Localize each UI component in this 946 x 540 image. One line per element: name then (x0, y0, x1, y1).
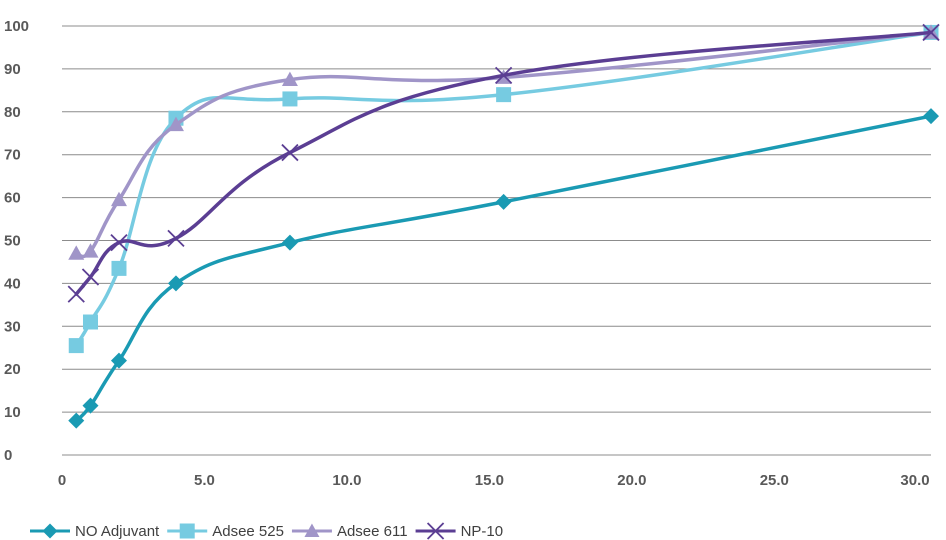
data-point (281, 71, 298, 87)
series-line (74, 114, 933, 423)
legend: NO Adjuvant Adsee 525 Adsee 611 NP-10 (30, 522, 504, 540)
data-point (923, 108, 939, 125)
data-point (68, 338, 84, 354)
legend-item: NO Adjuvant (30, 523, 160, 540)
series-no-adjuvant (68, 108, 939, 429)
legend-label: Adsee 525 (212, 523, 284, 540)
data-point (82, 243, 99, 258)
series-line (74, 30, 933, 348)
legend-label: NP-10 (461, 523, 504, 540)
data-point (111, 260, 127, 276)
y-tick-label: 0 (4, 447, 12, 464)
y-tick-label: 70 (4, 147, 21, 164)
data-point (167, 116, 184, 132)
y-tick-label: 60 (4, 190, 21, 207)
data-point (82, 397, 99, 414)
y-tick-label: 10 (4, 404, 21, 421)
legend-item: Adsee 611 (291, 523, 408, 540)
y-tick-label: 30 (4, 318, 21, 335)
data-point (67, 285, 85, 303)
legend-marker (304, 523, 320, 537)
data-point (922, 23, 940, 42)
data-point (110, 234, 128, 252)
x-tick-label: 25.0 (760, 472, 789, 489)
data-point (110, 191, 127, 207)
y-tick-label: 100 (4, 18, 29, 35)
y-tick-label: 90 (4, 61, 21, 78)
x-axis-tick-labels: 0 5.0 10.0 15.0 20.0 25.0 30.0 (58, 472, 930, 489)
data-point (496, 87, 512, 103)
data-point (68, 412, 85, 429)
x-tick-label: 0 (58, 472, 66, 489)
grid-lines (62, 25, 931, 456)
y-tick-label: 40 (4, 275, 21, 292)
legend-marker (42, 523, 58, 539)
x-tick-label: 5.0 (194, 472, 215, 489)
data-point (281, 234, 298, 251)
y-tick-label: 50 (4, 233, 21, 250)
data-point (167, 275, 184, 292)
y-axis-tick-labels: 0 10 20 30 40 50 60 70 80 90 100 (4, 18, 29, 464)
x-tick-label: 15.0 (475, 472, 504, 489)
x-tick-label: 30.0 (900, 472, 929, 489)
x-tick-label: 10.0 (332, 472, 361, 489)
legend-marker (426, 522, 445, 540)
data-point (495, 193, 512, 210)
y-tick-label: 20 (4, 361, 21, 378)
data-point (281, 143, 299, 162)
data-point (82, 314, 98, 330)
data-point (81, 268, 100, 286)
data-point (110, 352, 127, 369)
legend-item: NP-10 (415, 522, 504, 540)
y-tick-label: 80 (4, 104, 21, 121)
series-line (74, 30, 933, 259)
legend-marker (179, 523, 195, 539)
series-group (67, 23, 940, 429)
series-np-10 (67, 23, 940, 303)
data-point (494, 66, 513, 84)
legend-label: NO Adjuvant (75, 523, 160, 540)
series-line (74, 30, 933, 296)
legend-item: Adsee 525 (167, 523, 284, 540)
x-tick-label: 20.0 (617, 472, 646, 489)
data-point (282, 91, 298, 107)
legend-label: Adsee 611 (337, 523, 408, 540)
data-point (167, 229, 185, 247)
data-point (68, 245, 85, 260)
